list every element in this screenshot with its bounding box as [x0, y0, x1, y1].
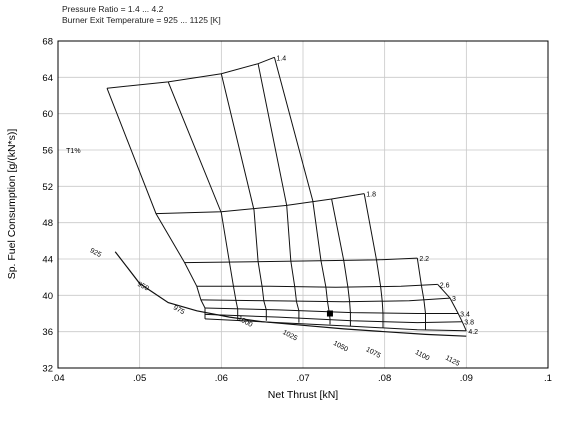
- pressure-ratio-label: 3.4: [460, 312, 470, 319]
- pressure-ratio-label: 4.2: [468, 329, 478, 336]
- temperature-line-1050: [331, 198, 351, 327]
- pressure-ratio-line-3.4: [204, 307, 459, 314]
- curve-label-layer: 1.4 1.8 2.2 2.63 3.43.8 4.2 925 950 975 1000 1025 1…: [66, 55, 478, 368]
- pressure-ratio-line-1.4: [106, 56, 275, 89]
- temperature-label: 1000: [236, 315, 253, 329]
- pressure-ratio-line-4.2: [204, 318, 467, 332]
- annotation-label: T1%: [66, 148, 80, 155]
- pressure-ratio-label: 3: [452, 296, 456, 303]
- pressure-ratio-label: 1.4: [276, 55, 286, 62]
- temperature-line-1075: [363, 193, 384, 328]
- curve-layer: [106, 56, 467, 337]
- pressure-ratio-line-3: [200, 297, 451, 303]
- pressure-ratio-label: 2.2: [419, 256, 429, 263]
- temperature-label: 1125: [444, 355, 461, 368]
- optimum-envelope-line: [114, 251, 467, 337]
- y-tick-label: 52: [42, 182, 53, 193]
- y-tick-labels: 32 36 40 44 48 52 56 60 64 68: [42, 37, 53, 375]
- y-tick-label: 48: [42, 218, 53, 229]
- pressure-ratio-line-2.2: [184, 257, 418, 264]
- burner-temperature-caption: Burner Exit Temperature = 925 ... 1125 […: [62, 15, 221, 25]
- temperature-label: 1050: [332, 340, 349, 354]
- pressure-ratio-caption: Pressure Ratio = 1.4 ... 4.2: [62, 4, 164, 14]
- x-tick-label: .09: [460, 373, 473, 384]
- pressure-ratio-label: 1.8: [366, 192, 376, 199]
- y-tick-label: 32: [42, 364, 53, 375]
- pressure-ratio-line-2.6: [196, 283, 438, 288]
- y-tick-label: 44: [42, 255, 53, 266]
- temperature-label: 950: [136, 281, 150, 293]
- x-tick-label: .04: [51, 373, 64, 384]
- chart-subtitle-block: Pressure Ratio = 1.4 ... 4.2 Burner Exit…: [62, 4, 221, 26]
- pressure-ratio-line-3.8: [204, 313, 463, 324]
- temperature-line-1000: [257, 63, 300, 323]
- temperature-line-1125: [437, 284, 467, 332]
- temperature-line-1100: [416, 258, 426, 330]
- temperature-line-975: [220, 73, 267, 321]
- y-tick-label: 60: [42, 109, 53, 120]
- temperature-line-950: [167, 81, 239, 320]
- design-point-marker: [326, 310, 333, 317]
- temperature-line-1025: [273, 57, 331, 325]
- temperature-label: 975: [172, 305, 186, 317]
- x-tick-label: .07: [296, 373, 309, 384]
- y-tick-label: 40: [42, 291, 53, 302]
- temperature-label: 1025: [281, 329, 298, 343]
- x-axis-title: Net Thrust [kN]: [268, 389, 338, 401]
- x-tick-labels: .04 .05 .06 .07 .08 .09 .1: [51, 373, 552, 384]
- y-tick-label: 68: [42, 37, 53, 48]
- y-tick-label: 36: [42, 327, 53, 338]
- pressure-ratio-label: 3.8: [464, 320, 474, 327]
- temperature-label: 1100: [414, 349, 431, 362]
- x-tick-label: .06: [215, 373, 228, 384]
- temperature-label: 925: [89, 247, 103, 259]
- y-tick-label: 56: [42, 146, 53, 157]
- grid-lines: [57, 40, 549, 369]
- plot-frame: [57, 40, 549, 369]
- x-tick-label: .05: [133, 373, 146, 384]
- x-tick-label: .08: [378, 373, 391, 384]
- y-axis-title: Sp. Fuel Consumption [g/(kN*s)]: [6, 129, 18, 280]
- x-tick-label: .1: [544, 373, 552, 384]
- temperature-line-925: [106, 88, 206, 319]
- y-tick-label: 64: [42, 73, 53, 84]
- pressure-ratio-label: 2.6: [440, 282, 450, 289]
- temperature-label: 1075: [365, 346, 382, 360]
